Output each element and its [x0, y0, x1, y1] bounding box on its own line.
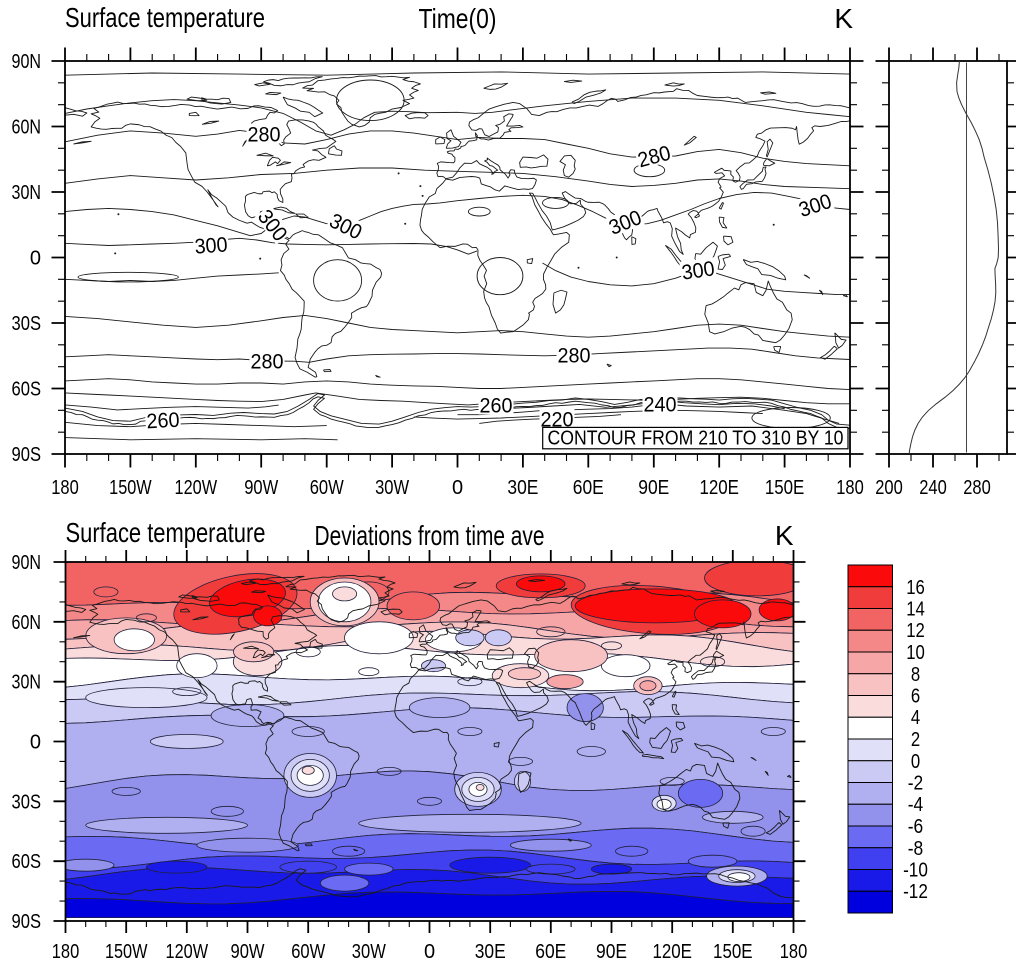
svg-text:280: 280	[963, 477, 991, 499]
svg-text:30N: 30N	[12, 182, 42, 204]
svg-text:300: 300	[194, 233, 229, 258]
svg-text:-8: -8	[908, 838, 924, 860]
svg-text:Surface temperature: Surface temperature	[65, 2, 265, 33]
svg-text:-4: -4	[908, 794, 924, 816]
svg-text:10: 10	[906, 642, 925, 664]
svg-text:K: K	[775, 520, 794, 551]
svg-text:4: 4	[911, 707, 920, 729]
svg-text:60S: 60S	[12, 851, 42, 873]
svg-text:90W: 90W	[231, 941, 265, 963]
svg-text:60W: 60W	[291, 941, 325, 963]
svg-text:120E: 120E	[699, 477, 739, 499]
svg-text:280: 280	[248, 124, 281, 147]
svg-text:180: 180	[836, 477, 864, 499]
svg-text:12: 12	[906, 620, 925, 642]
svg-text:260: 260	[146, 409, 180, 434]
svg-text:120W: 120W	[175, 477, 218, 499]
svg-text:30S: 30S	[12, 313, 42, 335]
svg-text:0: 0	[30, 732, 41, 754]
svg-text:30N: 30N	[12, 672, 42, 694]
svg-text:30S: 30S	[12, 791, 42, 813]
svg-text:0: 0	[911, 751, 920, 773]
svg-text:0: 0	[452, 477, 463, 499]
svg-text:30E: 30E	[475, 941, 506, 963]
svg-text:Time(0): Time(0)	[419, 3, 497, 34]
svg-text:14: 14	[906, 599, 925, 621]
svg-text:0: 0	[30, 248, 41, 270]
svg-text:150E: 150E	[713, 941, 753, 963]
svg-text:30E: 30E	[507, 477, 538, 499]
svg-text:120W: 120W	[166, 941, 209, 963]
svg-text:-12: -12	[903, 881, 928, 903]
svg-text:8: 8	[911, 664, 920, 686]
svg-text:280: 280	[251, 351, 284, 374]
svg-text:90W: 90W	[244, 477, 278, 499]
svg-text:300: 300	[680, 257, 716, 284]
svg-text:200: 200	[875, 477, 903, 499]
svg-text:30W: 30W	[352, 941, 386, 963]
svg-text:0: 0	[424, 941, 435, 963]
svg-text:60S: 60S	[12, 379, 42, 401]
svg-text:150W: 150W	[105, 941, 148, 963]
svg-text:90E: 90E	[638, 477, 669, 499]
svg-text:2: 2	[911, 729, 920, 751]
svg-text:120E: 120E	[652, 941, 692, 963]
svg-text:90E: 90E	[596, 941, 627, 963]
svg-text:60N: 60N	[12, 117, 42, 139]
svg-text:240: 240	[644, 394, 677, 417]
svg-text:180: 180	[780, 941, 808, 963]
svg-text:150E: 150E	[765, 477, 805, 499]
svg-text:90S: 90S	[12, 444, 42, 466]
svg-text:K: K	[834, 3, 853, 34]
svg-text:CONTOUR FROM 210 TO 310 BY 10: CONTOUR FROM 210 TO 310 BY 10	[548, 428, 844, 450]
svg-text:-2: -2	[908, 773, 924, 795]
svg-text:-10: -10	[903, 860, 928, 882]
svg-text:180: 180	[52, 941, 80, 963]
svg-text:60E: 60E	[535, 941, 566, 963]
svg-text:150W: 150W	[109, 477, 152, 499]
svg-text:6: 6	[911, 686, 920, 708]
svg-text:280: 280	[558, 345, 591, 368]
svg-text:90S: 90S	[12, 911, 42, 933]
svg-text:Deviations from time ave: Deviations from time ave	[315, 520, 545, 551]
svg-text:60N: 60N	[12, 612, 42, 634]
svg-text:90N: 90N	[12, 552, 42, 574]
svg-text:60E: 60E	[573, 477, 604, 499]
svg-text:240: 240	[919, 477, 947, 499]
svg-text:30W: 30W	[375, 477, 409, 499]
svg-text:16: 16	[906, 577, 925, 599]
svg-text:260: 260	[480, 395, 513, 418]
svg-text:90N: 90N	[12, 51, 42, 73]
svg-text:-6: -6	[908, 816, 924, 838]
svg-text:180: 180	[51, 477, 79, 499]
svg-text:220: 220	[541, 409, 574, 432]
svg-text:60W: 60W	[310, 477, 344, 499]
svg-text:Surface temperature: Surface temperature	[66, 517, 266, 548]
